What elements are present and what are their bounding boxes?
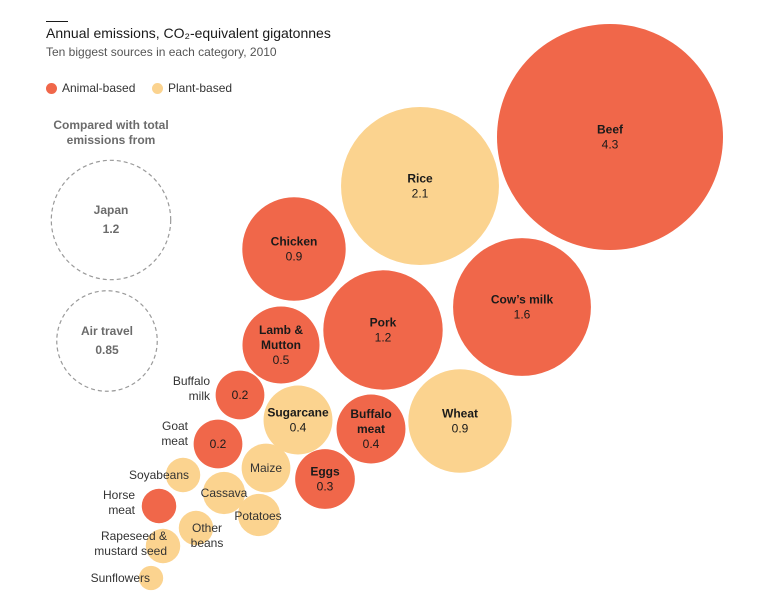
bubble-beef (497, 24, 723, 250)
bubble-label-rapeseed-mustard-seed: Rapeseed & (101, 529, 167, 543)
bubble-potatoes (237, 493, 281, 537)
comparison-label: Compared with total emissions from (53, 118, 169, 147)
comparison-circle-japan (50, 159, 172, 281)
bubble-chicken (242, 197, 346, 301)
legend-swatch-animal (46, 82, 57, 94)
bubble-wheat (408, 369, 512, 473)
bubble-label-maize: Maize (250, 461, 282, 475)
bubble-label-sugarcane: Sugarcane (267, 406, 329, 420)
bubble-label-rapeseed-mustard-seed: mustard seed (94, 544, 167, 558)
bubble-label-potatoes: Potatoes (234, 509, 281, 523)
comparison-value-air-travel: 0.85 (95, 343, 119, 357)
bubble-value-goat-meat: 0.2 (210, 437, 227, 451)
bubble-buffalo-milk (215, 370, 265, 420)
bubble-label-buffalo-meat: Buffalo (350, 407, 391, 421)
bubble-cassava (202, 471, 246, 515)
bubble-label-goat-meat: Goat (162, 419, 189, 433)
bubble-eggs (295, 449, 355, 509)
bubble-value-wheat: 0.9 (452, 422, 469, 436)
bubble-label-soyabeans: Soyabeans (129, 468, 189, 482)
bubble-sunflowers (138, 565, 164, 591)
bubble-label-cassava: Cassava (201, 486, 248, 500)
bubble-value-buffalo-milk: 0.2 (232, 388, 249, 402)
bubble-label-goat-meat: meat (161, 434, 188, 448)
chart-subtitle: Ten biggest sources in each category, 20… (46, 45, 277, 59)
bubble-pork (323, 270, 443, 390)
bubble-label-buffalo-milk: milk (189, 389, 211, 403)
bubble-other-beans (178, 510, 214, 546)
bubble-value-rice: 2.1 (412, 187, 429, 201)
bubble-label-cow-s-milk: Cow’s milk (491, 293, 554, 307)
bubble-label-lamb-mutton: Lamb & (259, 323, 303, 337)
bubble-lamb-mutton (242, 306, 320, 384)
chart-title: Annual emissions, CO₂-equivalent gigaton… (46, 25, 331, 41)
legend-swatch-plant (152, 82, 163, 94)
comparison-name-air-travel: Air travel (81, 324, 133, 338)
legend-label-plant: Plant-based (168, 81, 233, 95)
bubble-goat-meat (193, 419, 243, 469)
bubble-label-horse-meat: meat (108, 503, 135, 517)
bubble-label-other-beans: Other (192, 521, 222, 535)
bubble-value-eggs: 0.3 (317, 480, 334, 494)
bubble-horse-meat (141, 488, 177, 524)
bubble-value-chicken: 0.9 (286, 250, 303, 264)
bubble-rapeseed-mustard-seed (145, 528, 181, 564)
bubble-label-rice: Rice (407, 172, 433, 186)
bubble-label-wheat: Wheat (442, 407, 478, 421)
bubble-label-beef: Beef (597, 123, 624, 137)
bubble-label-buffalo-milk: Buffalo (173, 374, 210, 388)
bubble-value-lamb-mutton: 0.5 (273, 353, 290, 367)
bubble-sugarcane (263, 385, 333, 455)
bubble-label-eggs: Eggs (310, 465, 340, 479)
legend-item-animal: Animal-based (46, 81, 135, 95)
title-rule (46, 21, 68, 22)
bubble-label-other-beans: beans (191, 536, 224, 550)
bubble-value-cow-s-milk: 1.6 (514, 308, 531, 322)
bubble-cow-s-milk (453, 238, 591, 376)
bubble-label-sunflowers: Sunflowers (91, 571, 150, 585)
bubble-label-lamb-mutton: Mutton (261, 338, 301, 352)
bubble-rice (341, 107, 499, 265)
bubble-label-horse-meat: Horse (103, 488, 135, 502)
bubble-value-beef: 4.3 (602, 138, 619, 152)
bubble-label-buffalo-meat: meat (357, 422, 385, 436)
legend-label-animal: Animal-based (62, 81, 136, 95)
bubble-buffalo-meat (336, 394, 406, 464)
bubble-label-chicken: Chicken (271, 235, 318, 249)
comparison-circle-air-travel (56, 290, 158, 392)
bubble-value-sugarcane: 0.4 (290, 421, 307, 435)
bubble-value-pork: 1.2 (375, 331, 392, 345)
comparison-name-japan: Japan (94, 203, 129, 217)
comparison-value-japan: 1.2 (103, 222, 120, 236)
bubble-soyabeans (165, 457, 201, 493)
bubble-maize (241, 443, 291, 493)
bubble-label-pork: Pork (370, 316, 397, 330)
bubble-value-buffalo-meat: 0.4 (363, 437, 380, 451)
legend-item-plant: Plant-based (152, 81, 232, 95)
